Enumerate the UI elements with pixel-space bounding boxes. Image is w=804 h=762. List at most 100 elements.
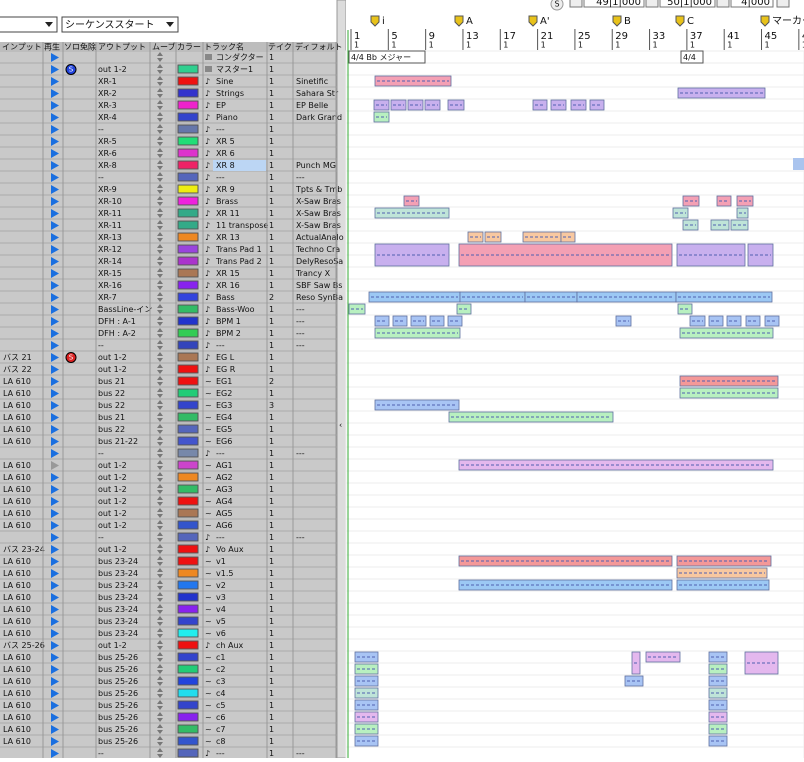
- play-toggle[interactable]: [51, 593, 59, 602]
- track-color[interactable]: [177, 160, 199, 170]
- clip[interactable]: [354, 651, 379, 663]
- track-color[interactable]: [177, 448, 199, 458]
- play-toggle[interactable]: [51, 89, 59, 98]
- play-toggle[interactable]: [51, 497, 59, 506]
- play-toggle[interactable]: [51, 509, 59, 518]
- track-color[interactable]: [177, 508, 199, 518]
- track-color[interactable]: [177, 556, 199, 566]
- play-toggle[interactable]: [51, 269, 59, 278]
- track-color[interactable]: [177, 604, 199, 614]
- play-toggle[interactable]: [51, 185, 59, 194]
- play-toggle[interactable]: [51, 425, 59, 434]
- clip[interactable]: [458, 555, 673, 567]
- play-toggle[interactable]: [51, 173, 59, 182]
- play-toggle[interactable]: [51, 521, 59, 530]
- track-color[interactable]: [177, 532, 199, 542]
- play-toggle[interactable]: [51, 449, 59, 458]
- track-color[interactable]: [177, 244, 199, 254]
- track-color[interactable]: [177, 280, 199, 290]
- track-color[interactable]: [177, 712, 199, 722]
- play-toggle[interactable]: [51, 257, 59, 266]
- marker-flag[interactable]: [675, 15, 685, 27]
- play-toggle[interactable]: [51, 605, 59, 614]
- track-color[interactable]: [177, 364, 199, 374]
- play-toggle[interactable]: [51, 209, 59, 218]
- marker-flag[interactable]: [370, 15, 380, 27]
- play-toggle[interactable]: [51, 617, 59, 626]
- clip[interactable]: [744, 651, 779, 675]
- clip[interactable]: [679, 327, 774, 339]
- play-toggle[interactable]: [51, 221, 59, 230]
- marker-flag[interactable]: [760, 15, 770, 27]
- marker-flag[interactable]: [528, 15, 538, 27]
- track-color[interactable]: [177, 292, 199, 302]
- track-color[interactable]: [177, 148, 199, 158]
- track-color[interactable]: [177, 640, 199, 650]
- solo-button[interactable]: [550, 0, 564, 11]
- track-color[interactable]: [177, 424, 199, 434]
- track-color[interactable]: [177, 688, 199, 698]
- play-toggle[interactable]: [51, 401, 59, 410]
- play-toggle[interactable]: [51, 305, 59, 314]
- end-button[interactable]: [645, 0, 659, 8]
- track-color[interactable]: [177, 700, 199, 710]
- play-toggle[interactable]: [51, 713, 59, 722]
- play-toggle[interactable]: [51, 629, 59, 638]
- play-toggle[interactable]: [51, 113, 59, 122]
- play-toggle[interactable]: [51, 125, 59, 134]
- play-toggle[interactable]: [51, 341, 59, 350]
- track-color[interactable]: [177, 736, 199, 746]
- marker-flag[interactable]: [454, 15, 464, 27]
- track-color[interactable]: [177, 652, 199, 662]
- track-color[interactable]: [177, 496, 199, 506]
- track-color[interactable]: [177, 628, 199, 638]
- play-toggle[interactable]: [51, 317, 59, 326]
- play-toggle[interactable]: [51, 197, 59, 206]
- track-color[interactable]: [177, 724, 199, 734]
- clip[interactable]: [354, 723, 379, 735]
- scroll-thumb[interactable]: [793, 158, 804, 170]
- play-toggle[interactable]: [51, 389, 59, 398]
- track-color[interactable]: [177, 88, 199, 98]
- track-color[interactable]: [177, 112, 199, 122]
- clip[interactable]: [354, 711, 379, 723]
- play-toggle[interactable]: [51, 77, 59, 86]
- track-color[interactable]: [177, 412, 199, 422]
- track-color[interactable]: [177, 64, 199, 74]
- play-toggle[interactable]: [51, 581, 59, 590]
- locate-button[interactable]: [569, 0, 583, 8]
- play-toggle[interactable]: [51, 701, 59, 710]
- track-color[interactable]: [177, 664, 199, 674]
- clip[interactable]: [676, 579, 770, 591]
- play-toggle[interactable]: [51, 653, 59, 662]
- track-color[interactable]: [177, 232, 199, 242]
- play-toggle[interactable]: [51, 101, 59, 110]
- track-color[interactable]: [177, 484, 199, 494]
- track-color[interactable]: [177, 256, 199, 266]
- track-color[interactable]: [177, 400, 199, 410]
- clip[interactable]: [354, 735, 379, 747]
- track-color[interactable]: [177, 136, 199, 146]
- play-toggle[interactable]: [51, 329, 59, 338]
- track-color[interactable]: [177, 544, 199, 554]
- track-color[interactable]: [177, 172, 199, 182]
- end-field[interactable]: [659, 0, 716, 8]
- play-toggle[interactable]: [51, 749, 59, 758]
- track-color[interactable]: [177, 352, 199, 362]
- clip[interactable]: [354, 687, 379, 699]
- play-toggle[interactable]: [51, 413, 59, 422]
- length-field[interactable]: [730, 0, 774, 8]
- play-toggle[interactable]: [51, 557, 59, 566]
- play-toggle[interactable]: [51, 53, 59, 62]
- track-color[interactable]: [177, 592, 199, 602]
- clip[interactable]: [458, 243, 673, 267]
- menu-button[interactable]: [776, 0, 790, 8]
- track-color[interactable]: [177, 328, 199, 338]
- track-color[interactable]: [177, 748, 199, 758]
- play-toggle[interactable]: [51, 545, 59, 554]
- track-color[interactable]: [177, 196, 199, 206]
- play-toggle[interactable]: [51, 641, 59, 650]
- play-toggle[interactable]: [51, 665, 59, 674]
- track-color[interactable]: [177, 472, 199, 482]
- track-color[interactable]: [177, 184, 199, 194]
